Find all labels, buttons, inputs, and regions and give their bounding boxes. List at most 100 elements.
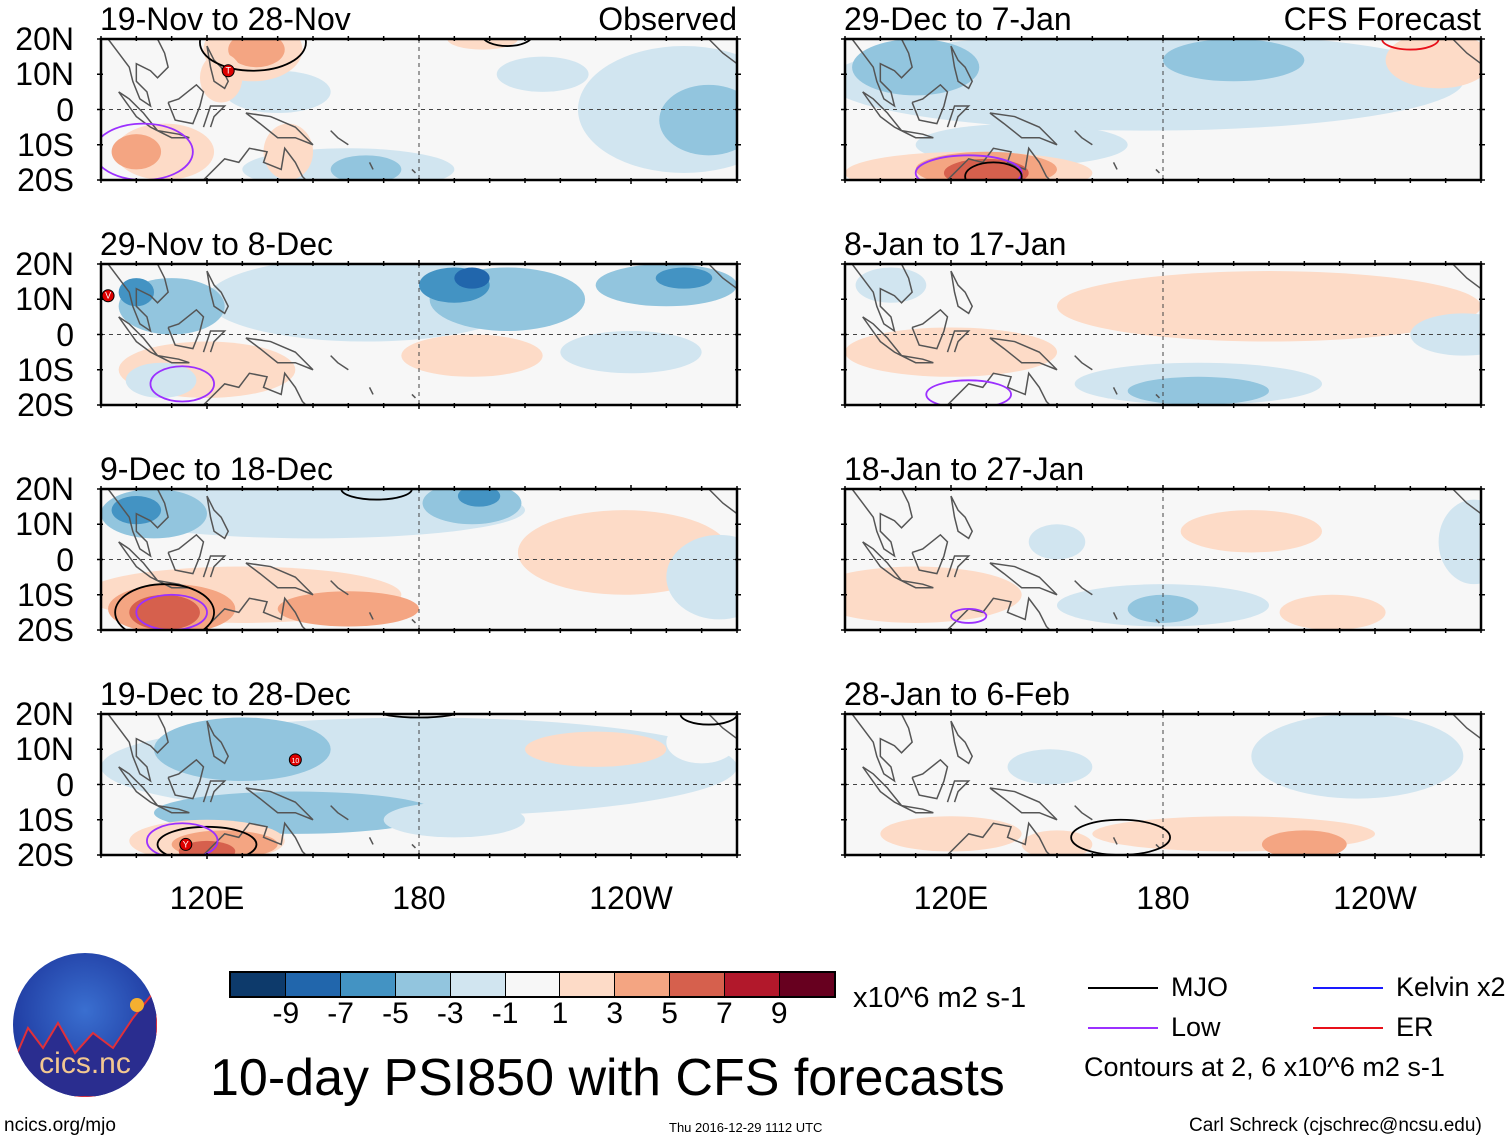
logo-text: cics.nc (39, 1047, 131, 1080)
wave-contour (199, 39, 307, 72)
anomaly-region (525, 731, 667, 767)
lat-label: 20S (17, 162, 74, 198)
anomaly-region (1438, 499, 1481, 585)
anomaly-region (855, 267, 927, 303)
lat-label: 20S (17, 387, 74, 423)
anomaly-region (1007, 749, 1093, 785)
colorbar-tick-label: -5 (382, 997, 409, 1030)
panel-title: 9-Dec to 18-Dec (100, 451, 333, 487)
colorbar-tick-label: -1 (491, 997, 519, 1030)
anomaly-region (1163, 39, 1305, 82)
anomaly-region (277, 591, 419, 627)
anomaly-region (1385, 39, 1481, 89)
anomaly-region (125, 362, 197, 398)
tropical-cyclone-icon: V (101, 289, 115, 303)
anomaly-region (447, 39, 518, 50)
wave-contour (135, 593, 208, 630)
legend-label: Kelvin x2 (1396, 972, 1506, 1002)
wave-contour (340, 489, 413, 501)
anomaly-region (111, 496, 162, 525)
wave-contour (964, 161, 1023, 180)
tropical-cyclone-icon: 10 (288, 753, 302, 767)
panel-source-tag: Observed (598, 1, 737, 37)
lat-label: 10S (17, 576, 74, 613)
anomaly-region (1127, 594, 1199, 623)
anomaly-region (666, 534, 737, 620)
anomaly-region (1180, 510, 1322, 553)
anomaly-region (1028, 524, 1086, 560)
colorbar-swatch (449, 973, 505, 996)
psi850-map (841, 485, 1485, 634)
footer-url[interactable]: ncics.org/mjo (4, 1115, 116, 1136)
anomaly-region (1251, 714, 1464, 799)
anomaly-region (330, 53, 508, 152)
legend-label: Low (1171, 1012, 1221, 1042)
tropical-cyclone-icon: T (221, 64, 235, 78)
wave-contour (950, 607, 988, 624)
anomaly-region (1261, 830, 1347, 855)
anomaly-region (228, 39, 285, 68)
anomaly-region (330, 155, 402, 180)
anomaly-region (224, 70, 331, 114)
anomaly-region (457, 489, 501, 507)
lat-label: 20N (15, 246, 74, 282)
anomaly-region (655, 267, 713, 289)
lat-label: 10N (15, 56, 74, 93)
legend-line (1088, 1027, 1158, 1029)
anomaly-region (383, 802, 525, 838)
panel-title: 18-Jan to 27-Jan (844, 451, 1085, 487)
anomaly-region (101, 489, 525, 539)
anomaly-region (401, 334, 543, 377)
psi850-map (841, 260, 1485, 409)
panel-title: 19-Dec to 28-Dec (100, 676, 351, 712)
anomaly-region (560, 330, 702, 374)
svg-text:10: 10 (291, 758, 299, 765)
anomaly-region (659, 84, 737, 156)
wave-contour (679, 714, 737, 726)
footer-author: Carl Schreck (cjschrec@ncsu.edu) (1189, 1115, 1482, 1136)
panel-title: 29-Nov to 8-Dec (100, 226, 333, 262)
anomaly-region (154, 717, 331, 781)
figure-title: 10-day PSI850 with CFS forecasts (210, 1049, 1005, 1107)
panel-title: 28-Jan to 6-Feb (844, 676, 1070, 712)
colorbar-tick-label: 1 (551, 997, 569, 1030)
psi850-map: V (97, 260, 741, 409)
lon-label: 120W (589, 880, 673, 916)
colorbar-tick-label: -7 (327, 997, 354, 1030)
colorbar-swatch (559, 973, 615, 996)
lat-label: 10N (15, 731, 74, 768)
colorbar-tick-label: -3 (436, 997, 464, 1030)
anomaly-region (199, 53, 243, 103)
lat-label: 10N (15, 281, 74, 318)
panel-source-tag: CFS Forecast (1283, 1, 1481, 37)
legend-label: ER (1396, 1012, 1434, 1042)
legend-label: MJO (1171, 972, 1228, 1002)
svg-text:V: V (105, 291, 111, 301)
colorbar-swatch (339, 973, 395, 996)
colorbar-units: x10^6 m2 s-1 (853, 982, 1027, 1014)
anomaly-region (845, 39, 1464, 131)
psi850-map (841, 710, 1485, 859)
lat-label: 0 (56, 541, 74, 578)
anomaly-region (454, 267, 490, 289)
lat-label: 10S (17, 126, 74, 163)
lat-label: 20S (17, 837, 74, 873)
anomaly-region (852, 39, 980, 96)
wave-contour (925, 379, 1012, 405)
anomaly-region (666, 721, 737, 764)
colorbar-tick-label: -9 (272, 997, 300, 1030)
legend-line (1313, 1027, 1383, 1029)
colorbar-tick-label: 9 (770, 997, 788, 1030)
panel-title: 19-Nov to 28-Nov (100, 1, 351, 37)
colorbar-tick-label: 5 (661, 997, 678, 1030)
wave-contour (101, 122, 194, 180)
anomaly-region (1127, 376, 1269, 405)
svg-text:Y: Y (183, 839, 189, 849)
psi850-map: 10 Y (97, 710, 741, 859)
lat-label: 0 (56, 91, 74, 128)
lat-label: 20N (15, 21, 74, 57)
contour-note: Contours at 2, 6 x10^6 m2 s-1 (1084, 1052, 1445, 1082)
colorbar-swatch (724, 973, 780, 996)
colorbar-swatch (284, 973, 340, 996)
lon-label: 180 (392, 880, 446, 916)
